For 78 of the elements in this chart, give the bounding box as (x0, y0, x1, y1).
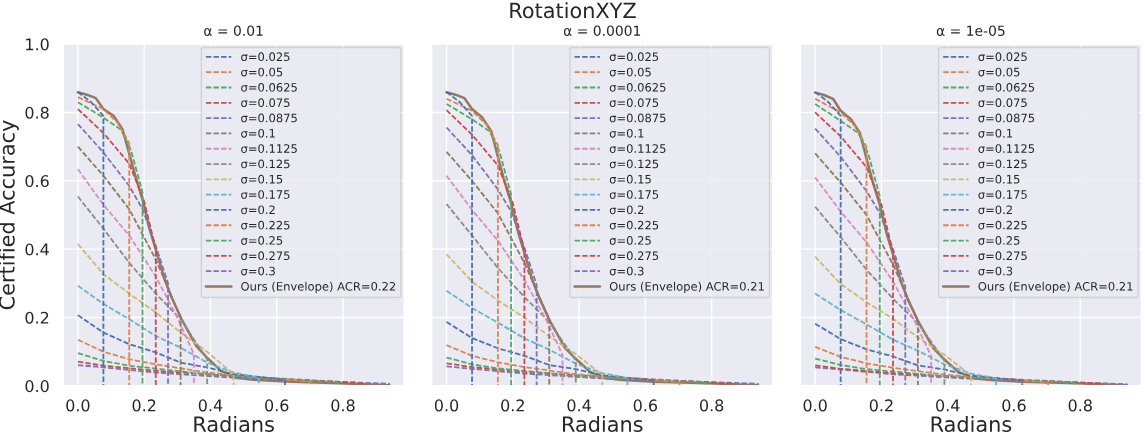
legend-label: σ=0.3 (241, 266, 275, 276)
x-tick-label: 0.4 (936, 399, 960, 412)
legend-label: σ=0.225 (978, 220, 1027, 230)
legend-label: σ=0.025 (978, 52, 1027, 62)
legend-label: σ=0.15 (609, 174, 651, 184)
chart-title: α = 0.0001 (563, 25, 641, 36)
x-tick-label: 0.0 (434, 399, 459, 412)
legend-label: σ=0.25 (978, 236, 1020, 245)
legend-label: σ=0.1 (241, 128, 275, 138)
legend-label: σ=0.0625 (241, 82, 297, 92)
legend-label: σ=0.0625 (978, 82, 1035, 92)
legend-label: σ=0.075 (978, 98, 1027, 108)
x-axis-title: Radians (931, 415, 1012, 433)
legend-label: σ=0.05 (978, 67, 1020, 77)
legend-label: σ=0.25 (609, 236, 651, 245)
legend-label: σ=0.125 (241, 159, 290, 169)
legend-label: σ=0.2 (978, 205, 1012, 215)
legend-label: σ=0.275 (978, 251, 1027, 261)
legend-label: σ=0.15 (241, 174, 283, 184)
x-tick-label: 0.8 (699, 399, 724, 412)
x-tick-label: 0.0 (66, 399, 90, 412)
legend-label: σ=0.125 (609, 159, 659, 169)
legend-label: σ=0.05 (241, 67, 283, 77)
y-tick-label: 0.6 (25, 175, 49, 188)
legend-label: σ=0.075 (241, 98, 290, 108)
legend-label: σ=0.25 (241, 236, 283, 245)
legend-label: σ=0.125 (978, 159, 1027, 169)
x-tick-label: 0.2 (132, 399, 156, 412)
legend-label: σ=0.3 (978, 266, 1013, 276)
line-series (76, 195, 209, 387)
x-tick-label: 0.2 (501, 399, 524, 412)
x-tick-label: 0.8 (1068, 399, 1092, 412)
legend-label: σ=0.0875 (609, 113, 666, 123)
x-tick-label: 0.2 (869, 399, 893, 412)
x-tick-label: 0.0 (803, 399, 827, 412)
y-tick-label: 0.2 (25, 311, 49, 324)
legend-label: σ=0.025 (609, 52, 659, 62)
text: RotationXYZ (510, 2, 636, 19)
x-tick-label: 0.6 (265, 399, 289, 412)
x-axis-title: Radians (563, 415, 643, 433)
legend-label: σ=0.1 (609, 128, 644, 138)
legend-label: σ=0.225 (241, 220, 290, 230)
legend-label: σ=0.225 (609, 220, 659, 230)
legend-label: σ=0.1 (978, 128, 1013, 138)
legend-label: σ=0.2 (241, 205, 275, 215)
legend-label: σ=0.075 (609, 98, 659, 108)
legend-label: σ=0.05 (609, 67, 651, 77)
x-axis-title: Radians (194, 415, 274, 433)
legend-label: Ours (Envelope) ACR=0.22 (241, 281, 396, 293)
y-tick-label: 1.0 (26, 38, 49, 51)
legend-label: σ=0.175 (241, 190, 290, 199)
legend-label: σ=0.0875 (241, 113, 297, 123)
legend-label: σ=0.15 (978, 174, 1020, 184)
legend-label: σ=0.175 (978, 190, 1027, 199)
x-tick-label: 0.8 (331, 399, 355, 412)
legend-label: σ=0.275 (609, 251, 659, 261)
chart-title: α = 0.01 (204, 25, 263, 36)
legend-label: σ=0.1125 (241, 144, 297, 153)
x-tick-label: 0.6 (1002, 399, 1026, 412)
legend-label: σ=0.3 (609, 266, 644, 276)
legend-label: Ours (Envelope) ACR=0.21 (978, 281, 1133, 293)
x-tick-label: 0.4 (567, 399, 591, 412)
x-tick-label: 0.6 (633, 399, 658, 412)
legend-label: Ours (Envelope) ACR=0.21 (609, 281, 764, 293)
line-series (76, 243, 235, 387)
legend-label: σ=0.1125 (609, 144, 666, 153)
y-tick-label: 0.4 (25, 243, 49, 256)
legend-label: σ=0.0875 (978, 113, 1035, 123)
x-tick-label: 0.4 (198, 399, 223, 412)
y-tick-label: 0.0 (25, 380, 49, 393)
legend-label: σ=0.275 (241, 251, 290, 261)
chart-title: α = 1e-05 (936, 25, 1005, 36)
legend-label: σ=0.025 (241, 52, 290, 62)
legend-label: σ=0.175 (609, 190, 659, 199)
legend-label: σ=0.0625 (609, 82, 666, 92)
y-tick-label: 0.8 (25, 106, 49, 119)
legend-label: σ=0.1125 (978, 144, 1035, 153)
legend-label: σ=0.2 (609, 205, 644, 215)
